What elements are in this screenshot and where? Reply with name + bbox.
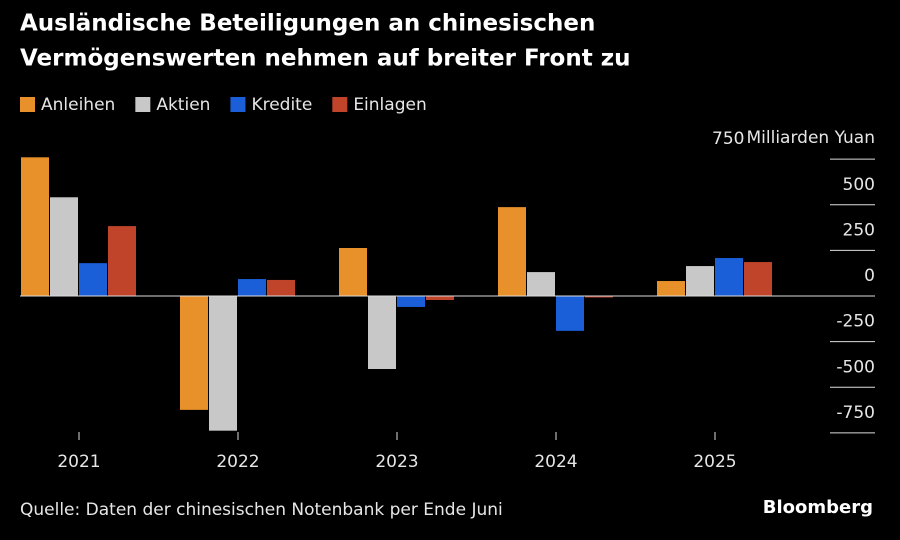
bar (79, 263, 107, 296)
bar (585, 296, 613, 298)
bar (180, 296, 208, 410)
bar (657, 281, 685, 296)
legend-swatch (135, 97, 151, 112)
bar (715, 258, 743, 296)
bar (498, 207, 526, 296)
bar (238, 279, 266, 296)
y-tick-label: 750 (712, 129, 744, 149)
y-tick-label: 500 (843, 175, 875, 195)
bar (556, 296, 584, 331)
y-tick-label: 0 (864, 266, 875, 286)
bar (50, 197, 78, 296)
bar (397, 296, 425, 307)
bar (527, 272, 555, 296)
legend-label: Einlagen (353, 95, 426, 115)
legend-swatch (20, 97, 35, 112)
bar (426, 296, 454, 301)
source-note: Quelle: Daten der chinesischen Notenbank… (20, 500, 503, 520)
bar (368, 296, 396, 369)
bar (686, 266, 714, 296)
bar (267, 279, 295, 296)
bar (744, 262, 772, 296)
x-tick-label: 2025 (693, 452, 736, 472)
chart-title: Vermögenswerten nehmen auf breiter Front… (20, 46, 631, 72)
x-tick-label: 2022 (216, 452, 259, 472)
bar (108, 226, 136, 296)
legend-swatch (230, 97, 246, 112)
x-tick-label: 2024 (534, 452, 577, 472)
legend-swatch (332, 97, 348, 112)
y-tick-label: -250 (836, 312, 875, 332)
legend-label: Anleihen (41, 95, 115, 115)
brand: Bloomberg (763, 497, 873, 518)
bar (339, 248, 367, 296)
chart-title: Ausländische Beteiligungen an chinesisch… (20, 11, 595, 37)
bar (21, 157, 49, 296)
y-tick-label: -500 (836, 357, 875, 377)
legend-label: Kredite (251, 95, 312, 115)
y-tick-label: -750 (836, 403, 875, 423)
x-tick-label: 2021 (57, 452, 100, 472)
y-tick-label: 250 (843, 220, 875, 240)
y-axis-label: Milliarden Yuan (747, 128, 876, 148)
bar (209, 296, 237, 431)
legend-label: Aktien (156, 95, 210, 115)
x-tick-label: 2023 (375, 452, 418, 472)
